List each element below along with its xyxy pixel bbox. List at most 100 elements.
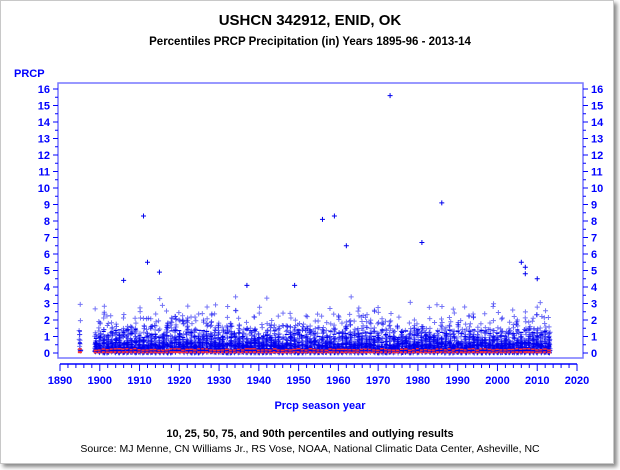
data-point	[141, 329, 147, 335]
x-tick-label: 1990	[445, 375, 469, 387]
y-tick-label-left: 13	[38, 134, 50, 146]
data-point	[530, 315, 536, 321]
data-point	[490, 318, 496, 324]
y-tick-label-left: 14	[38, 117, 51, 129]
data-point	[288, 315, 294, 321]
data-point	[108, 320, 114, 326]
data-point	[287, 324, 293, 330]
data-point	[303, 313, 309, 319]
data-point	[236, 323, 242, 329]
data-point	[192, 314, 198, 320]
data-point	[92, 306, 98, 312]
data-point	[77, 318, 83, 324]
y-tick-label-left: 6	[44, 249, 50, 261]
data-point	[156, 338, 162, 344]
data-point	[367, 320, 373, 326]
y-tick-label-right: 13	[591, 134, 603, 146]
data-point	[173, 316, 179, 322]
y-tick-label-left: 16	[38, 84, 50, 96]
data-point	[388, 318, 394, 324]
data-point	[151, 322, 157, 328]
y-tick-label-right: 16	[591, 84, 603, 96]
data-point	[148, 316, 154, 322]
data-point	[511, 314, 517, 320]
data-point	[195, 335, 201, 341]
y-tick-label-left: 2	[44, 315, 50, 327]
data-point	[495, 310, 501, 316]
data-point	[315, 325, 321, 331]
y-tick-label-right: 9	[591, 200, 597, 212]
data-point	[236, 315, 242, 321]
x-tick-label: 1920	[167, 375, 191, 387]
data-point	[346, 318, 352, 324]
data-point	[77, 301, 83, 307]
data-point	[168, 332, 174, 338]
data-point	[471, 328, 477, 334]
data-point	[432, 319, 438, 325]
data-point	[331, 336, 337, 342]
y-tick-label-left: 4	[44, 282, 51, 294]
y-tick-label-left: 11	[38, 167, 50, 179]
y-tick-label-right: 10	[591, 183, 603, 195]
footnote: 10, 25, 50, 75, and 90th percentiles and…	[166, 428, 453, 440]
x-tick-label: 1950	[286, 375, 310, 387]
data-point	[97, 335, 103, 341]
data-point	[185, 323, 191, 329]
data-point	[180, 313, 186, 319]
data-point	[215, 327, 221, 333]
data-point	[104, 323, 110, 329]
data-point	[335, 313, 341, 319]
data-point	[184, 324, 190, 330]
y-tick-label-left: 0	[44, 348, 50, 360]
data-point	[213, 302, 219, 308]
data-point	[467, 321, 473, 327]
data-point	[487, 320, 493, 326]
data-point	[450, 306, 456, 312]
data-point	[256, 310, 262, 316]
y-tick-label-right: 15	[591, 101, 603, 113]
data-point	[522, 309, 528, 315]
data-point	[173, 322, 179, 328]
data-point	[159, 302, 165, 308]
data-point	[478, 321, 484, 327]
data-point	[144, 333, 150, 339]
data-point	[140, 338, 146, 344]
data-point	[257, 304, 263, 310]
data-point	[149, 332, 155, 338]
data-point	[192, 326, 198, 332]
data-point	[132, 330, 138, 336]
data-point	[439, 304, 445, 310]
data-point	[93, 340, 99, 346]
data-point	[168, 325, 174, 331]
data-point	[169, 320, 175, 326]
data-point	[451, 310, 457, 316]
data-point	[113, 323, 119, 329]
data-point	[507, 319, 513, 325]
data-point	[133, 334, 139, 340]
data-point	[482, 311, 488, 317]
x-tick-label: 1910	[127, 375, 151, 387]
y-tick-label-right: 12	[591, 150, 603, 162]
data-point	[375, 305, 381, 311]
data-point	[225, 304, 231, 310]
y-tick-label-left: 3	[44, 299, 50, 311]
y-tick-label-left: 5	[44, 266, 50, 278]
y-tick-label-left: 15	[38, 101, 50, 113]
plot-frame	[57, 82, 584, 359]
data-point	[185, 303, 191, 309]
y-tick-label-right: 7	[591, 233, 597, 245]
data-point	[101, 303, 107, 309]
data-point	[96, 338, 102, 344]
y-tick-label-right: 2	[591, 315, 597, 327]
data-point	[243, 319, 249, 325]
data-point	[304, 314, 310, 320]
data-point	[396, 314, 402, 320]
y-tick-label-left: 7	[44, 233, 50, 245]
data-point	[233, 308, 239, 314]
data-point	[188, 333, 194, 339]
chart-frame	[0, 0, 614, 464]
y-tick-label-left: 9	[44, 200, 50, 212]
data-point	[153, 319, 159, 325]
y-tick-label-right: 6	[591, 249, 597, 261]
y-tick-label-left: 1	[44, 332, 50, 344]
